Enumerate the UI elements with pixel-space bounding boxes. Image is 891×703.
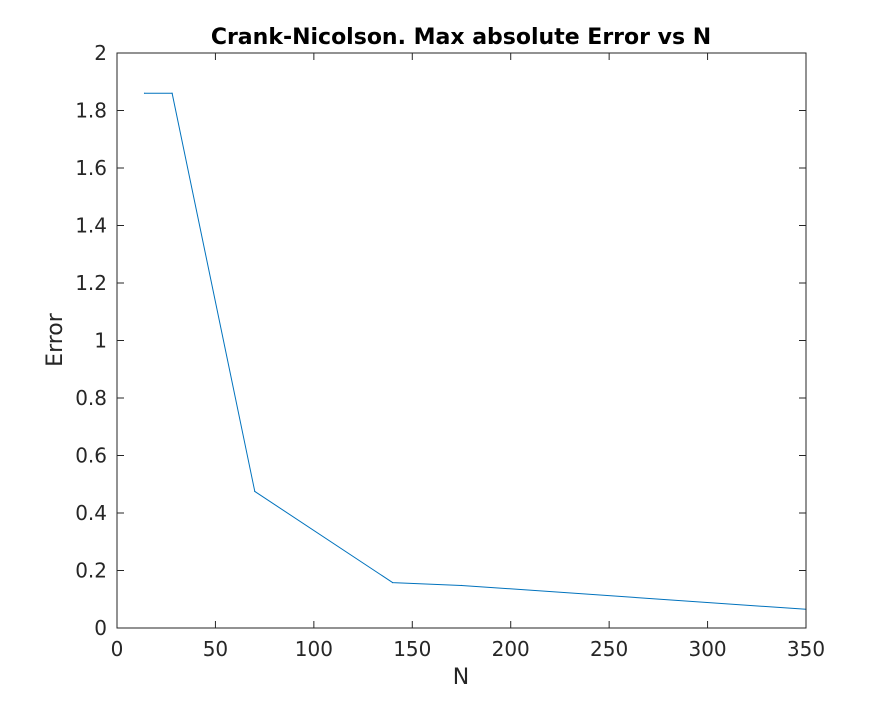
x-tick-label: 300 bbox=[688, 637, 726, 661]
y-tick-label: 1 bbox=[94, 329, 107, 353]
data-point bbox=[392, 581, 394, 584]
y-tick-label: 0.2 bbox=[75, 559, 107, 583]
y-tick-label: 0.6 bbox=[75, 444, 107, 468]
x-tick-label: 150 bbox=[393, 637, 431, 661]
axes-box bbox=[116, 52, 807, 629]
y-tick-label: 0.4 bbox=[75, 501, 107, 525]
data-point bbox=[460, 584, 463, 587]
y-tick-label: 0.8 bbox=[75, 386, 107, 410]
y-tick-label: 0 bbox=[94, 616, 107, 640]
x-axis-label: N bbox=[453, 665, 469, 690]
plot-area bbox=[117, 53, 806, 628]
chart-title: Crank-Nicolson. Max absolute Error vs N bbox=[211, 25, 711, 50]
tick-labels: 0 50 100 150 200 250 300 350 0 0.2 0.4 0.6 0.8 1 1.2 1.… bbox=[75, 41, 825, 661]
y-tick-label: 2 bbox=[94, 41, 107, 65]
data-point bbox=[143, 92, 146, 94]
x-tick-label: 100 bbox=[295, 637, 333, 661]
data-point bbox=[254, 490, 256, 493]
data-point bbox=[171, 92, 173, 94]
x-tick-label: 350 bbox=[787, 637, 825, 661]
y-tick-label: 1.8 bbox=[75, 99, 107, 123]
y-tick-label: 1.4 bbox=[75, 214, 107, 238]
y-tick-label: 1.2 bbox=[75, 271, 107, 295]
y-axis-label: Error bbox=[43, 312, 68, 367]
x-tick-label: 250 bbox=[590, 637, 628, 661]
y-tick-label: 1.6 bbox=[75, 156, 107, 180]
x-tick-label: 50 bbox=[203, 637, 228, 661]
series-line-0 bbox=[144, 92, 807, 610]
x-tick-label: 0 bbox=[111, 637, 124, 661]
x-tick-label: 200 bbox=[492, 637, 530, 661]
